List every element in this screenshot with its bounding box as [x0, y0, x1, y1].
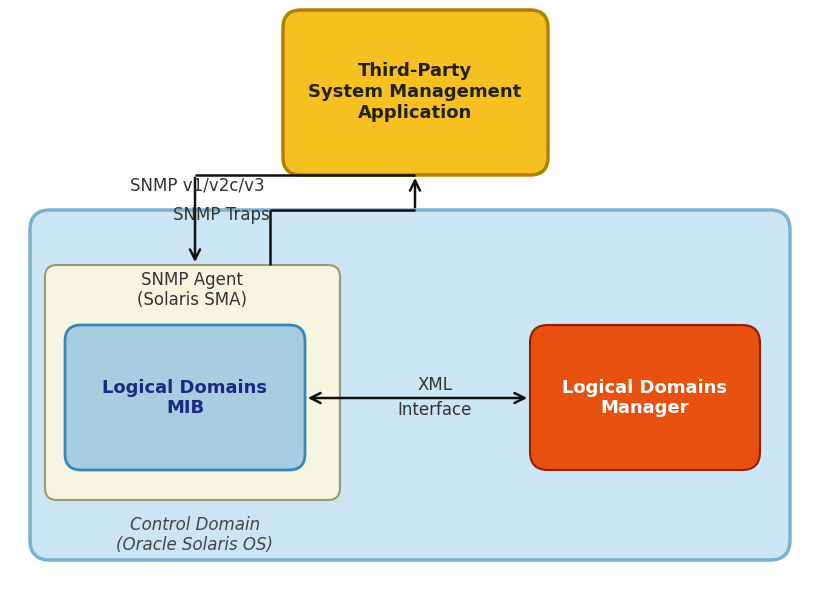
- Text: SNMP v1/v2c/v3: SNMP v1/v2c/v3: [130, 176, 264, 194]
- Text: XML: XML: [418, 376, 453, 394]
- FancyBboxPatch shape: [65, 325, 305, 470]
- FancyBboxPatch shape: [283, 10, 548, 175]
- Text: Logical Domains
MIB: Logical Domains MIB: [102, 379, 267, 418]
- Text: Logical Domains
Manager: Logical Domains Manager: [563, 379, 728, 418]
- FancyBboxPatch shape: [30, 210, 790, 560]
- FancyBboxPatch shape: [45, 265, 340, 500]
- Text: SNMP Agent
(Solaris SMA): SNMP Agent (Solaris SMA): [137, 271, 247, 310]
- Text: Control Domain
(Oracle Solaris OS): Control Domain (Oracle Solaris OS): [116, 516, 273, 554]
- Text: Interface: Interface: [398, 401, 472, 419]
- Text: SNMP Traps: SNMP Traps: [173, 206, 270, 224]
- Text: Third-Party
System Management
Application: Third-Party System Management Applicatio…: [308, 62, 522, 122]
- FancyBboxPatch shape: [530, 325, 760, 470]
